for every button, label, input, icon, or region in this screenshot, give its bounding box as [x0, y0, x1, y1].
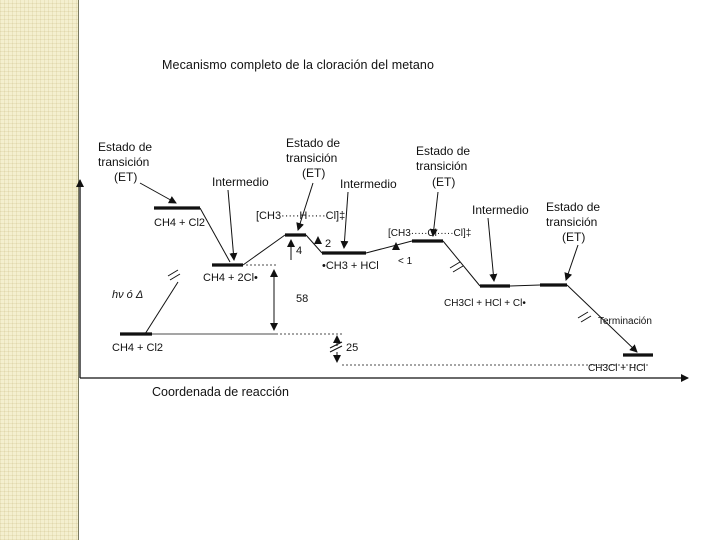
et2-line1: Estado de — [286, 136, 340, 150]
pointer-intermedio3 — [487, 217, 498, 282]
energy-levels — [120, 206, 653, 357]
ts2-complex: [CH3·····Cl·····Cl]‡ — [388, 228, 471, 239]
pointer-intermedio1 — [227, 189, 238, 261]
intermedio3-label: Intermedio — [472, 203, 529, 217]
pointer-intermedio2 — [340, 191, 349, 249]
x-axis-label: Coordenada de reacción — [152, 385, 289, 399]
et1-line2: transición — [98, 155, 149, 169]
species-reactants-top: CH4 + Cl2 — [154, 217, 205, 229]
energy-2: 2 — [325, 238, 331, 250]
et2-line2: transición — [286, 151, 337, 165]
break-marks — [167, 261, 592, 353]
et4-line1: Estado de — [546, 200, 600, 214]
decorative-side-band — [0, 0, 78, 540]
pointer-et4 — [564, 244, 579, 281]
pointer-et1 — [139, 182, 177, 204]
et2-line3: (ET) — [302, 166, 325, 180]
species-start: CH4 + Cl2 — [112, 342, 163, 354]
path-arrow-ts3-to-final — [566, 284, 638, 353]
hv-label: hν ó Δ — [112, 289, 143, 301]
ts1-complex: [CH3·····H·····Cl]‡ — [256, 210, 345, 222]
species-final: CH3Cl + HCl — [588, 363, 646, 374]
energy-58: 58 — [296, 293, 308, 305]
et1-line1: Estado de — [98, 140, 152, 154]
et1-line3: (ET) — [114, 170, 137, 184]
species-ch3-hcl: •CH3 + HCl — [322, 260, 379, 272]
page-title: Mecanismo completo de la cloración del m… — [162, 58, 434, 72]
terminacion-label: Terminación — [598, 316, 652, 327]
intermedio2-label: Intermedio — [340, 177, 397, 191]
energy-25: 25 — [346, 342, 358, 354]
et3-line1: Estado de — [416, 144, 470, 158]
energy-lt1: < 1 — [398, 256, 413, 267]
pointer-et3 — [429, 191, 439, 237]
pointer-et2 — [296, 182, 314, 231]
et3-line3: (ET) — [432, 175, 455, 189]
intermedio1-label: Intermedio — [212, 175, 269, 189]
et4-line2: transición — [546, 215, 597, 229]
side-band-border — [78, 0, 79, 540]
energy-4: 4 — [296, 245, 302, 257]
species-products-mid: CH3Cl + HCl + Cl• — [444, 298, 526, 309]
reaction-path — [144, 207, 541, 335]
et4-line3: (ET) — [562, 230, 585, 244]
species-radical: CH4 + 2Cl• — [203, 272, 258, 284]
et3-line2: transición — [416, 159, 467, 173]
